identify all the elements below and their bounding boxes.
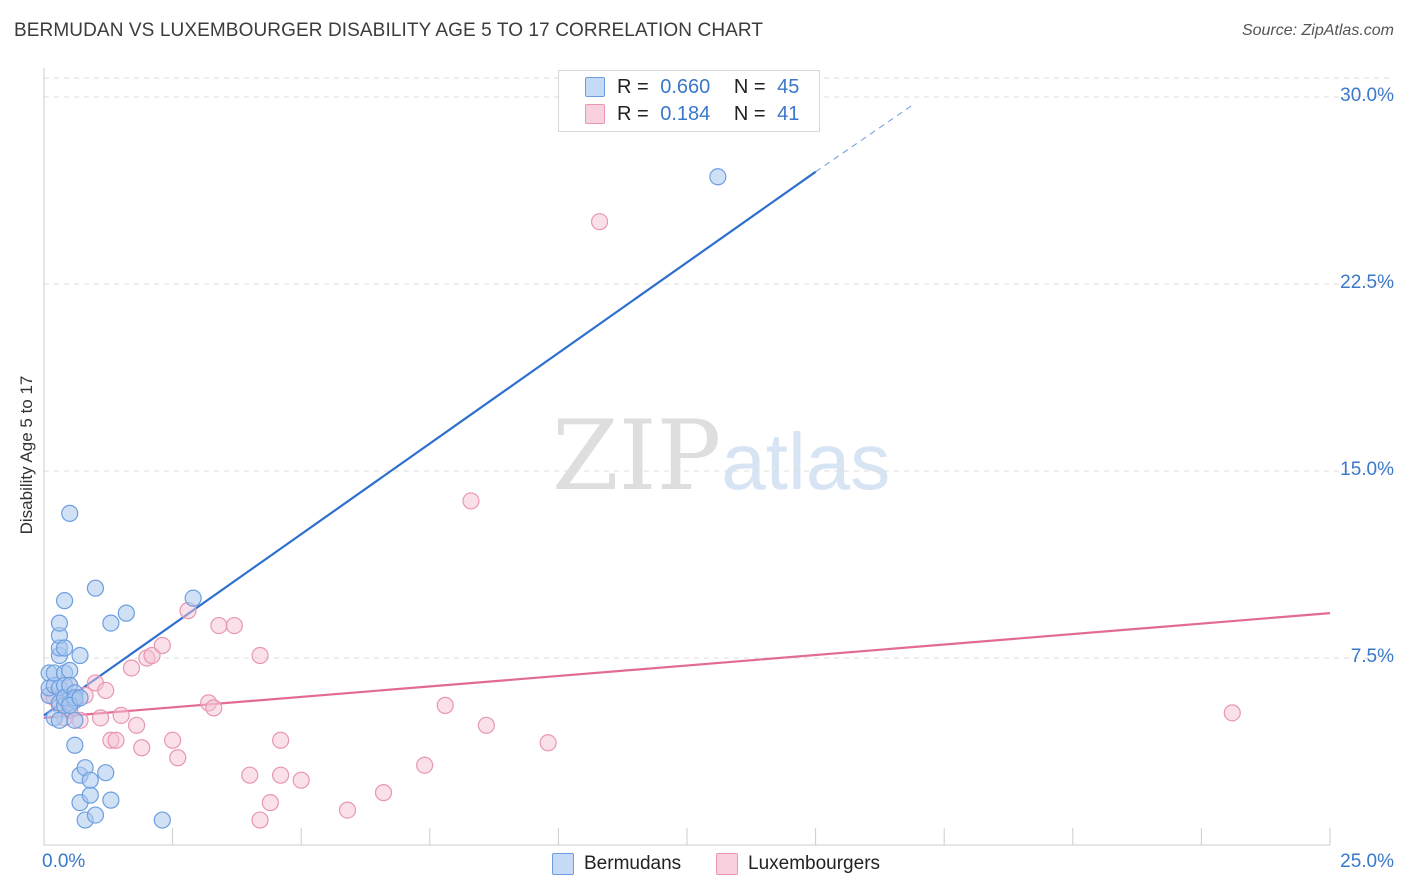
- point-bermudans: [55, 639, 74, 657]
- point-bermudans: [66, 736, 84, 754]
- bottom-legend-swatch-pink: [716, 853, 738, 875]
- point-luxembourgers: [225, 616, 243, 635]
- legend-r-value: 0.184: [660, 103, 711, 125]
- legend-r-value: 0.660: [660, 76, 711, 98]
- point-luxembourgers: [272, 766, 290, 784]
- point-luxembourgers: [477, 716, 495, 734]
- y-tick-label: 15.0%: [1340, 459, 1394, 480]
- point-bermudans: [709, 168, 727, 186]
- legend-swatch-blue: [585, 77, 605, 97]
- grid-layer: [44, 77, 1392, 659]
- point-luxembourgers: [127, 716, 146, 734]
- points-layer: [40, 168, 1241, 829]
- x-tick-min: 0.0%: [42, 851, 86, 872]
- point-luxembourgers: [91, 709, 110, 727]
- legend-n-value: 45: [777, 76, 800, 98]
- correlation-legend: R = 0.660 N = 45 R = 0.184 N = 41: [558, 70, 820, 132]
- point-luxembourgers: [97, 681, 115, 700]
- point-luxembourgers: [205, 699, 223, 717]
- point-bermudans: [97, 764, 115, 782]
- point-luxembourgers: [338, 801, 357, 819]
- trend-layer: [43, 104, 1331, 719]
- legend-swatch-pink: [585, 104, 605, 124]
- watermark: ZIPatlas: [552, 400, 890, 512]
- trendline-bermudans-extension: [815, 104, 914, 173]
- point-bermudans: [50, 711, 69, 729]
- bottom-legend-label: Bermudans: [584, 853, 682, 874]
- point-bermudans: [50, 614, 69, 632]
- y-tick-label: 7.5%: [1350, 646, 1394, 667]
- point-luxembourgers: [539, 734, 557, 752]
- point-luxembourgers: [112, 706, 130, 724]
- point-bermudans: [61, 661, 79, 680]
- point-luxembourgers: [143, 646, 161, 665]
- trendline-bermudans: [43, 170, 817, 717]
- legend-r-label: R =: [617, 103, 649, 125]
- y-tick-label: 30.0%: [1340, 85, 1394, 106]
- point-bermudans: [71, 689, 89, 707]
- point-bermudans: [86, 579, 105, 597]
- point-luxembourgers: [251, 811, 269, 829]
- point-luxembourgers: [272, 731, 290, 749]
- legend-n-label: N =: [733, 103, 766, 125]
- point-luxembourgers: [292, 771, 310, 789]
- legend-n-value: 41: [777, 103, 800, 125]
- chart-source: Source: ZipAtlas.com: [1241, 22, 1394, 39]
- bottom-legend-swatch-blue: [552, 853, 574, 875]
- point-bermudans: [117, 604, 135, 622]
- point-bermudans: [55, 592, 74, 610]
- point-luxembourgers: [164, 731, 182, 749]
- axis-layer: [43, 68, 1331, 846]
- point-luxembourgers: [462, 492, 480, 510]
- point-bermudans: [102, 791, 120, 809]
- watermark-atlas: atlas: [721, 417, 891, 506]
- point-luxembourgers: [374, 784, 393, 802]
- point-bermudans: [86, 806, 105, 824]
- point-luxembourgers: [416, 756, 434, 774]
- point-luxembourgers: [122, 659, 141, 677]
- point-luxembourgers: [251, 646, 269, 665]
- trendline-luxembourgers: [43, 612, 1331, 719]
- point-luxembourgers: [169, 749, 187, 767]
- point-luxembourgers: [436, 696, 454, 714]
- point-luxembourgers: [261, 794, 279, 812]
- legend-n-label: N =: [733, 76, 766, 98]
- point-bermudans: [66, 711, 84, 729]
- point-luxembourgers: [133, 739, 151, 757]
- point-bermudans: [71, 646, 89, 665]
- watermark-zip: ZIP: [552, 400, 722, 512]
- point-bermudans: [61, 504, 79, 522]
- point-bermudans: [81, 771, 99, 789]
- point-bermudans: [184, 589, 202, 607]
- chart-title: BERMUDAN VS LUXEMBOURGER DISABILITY AGE …: [14, 20, 764, 41]
- bottom-legend-label: Luxembourgers: [748, 853, 881, 874]
- point-luxembourgers: [1223, 704, 1241, 722]
- point-bermudans: [102, 614, 120, 632]
- y-tick-label: 22.5%: [1340, 272, 1394, 293]
- point-luxembourgers: [210, 616, 228, 635]
- point-bermudans: [153, 811, 171, 829]
- point-luxembourgers: [107, 731, 125, 749]
- point-luxembourgers: [241, 766, 259, 784]
- point-luxembourgers: [153, 636, 171, 655]
- x-tick-max: 25.0%: [1340, 851, 1394, 872]
- point-luxembourgers: [590, 213, 609, 231]
- point-bermudans: [81, 786, 99, 804]
- legend-r-label: R =: [617, 76, 649, 98]
